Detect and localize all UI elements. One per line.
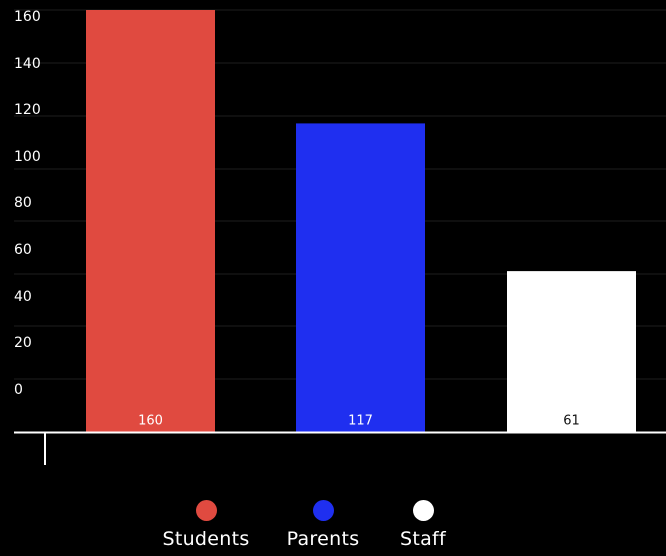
legend-item-students: Students [146, 495, 266, 551]
y-tick-label: 60 [14, 242, 32, 258]
legend-label-staff: Staff [399, 528, 447, 550]
value-label-students: 160 [138, 414, 163, 429]
y-tick-label: 140 [14, 56, 41, 72]
legend-item-parents: Parents [263, 495, 383, 551]
y-tick-label: 0 [14, 382, 23, 398]
bar-parents [296, 123, 425, 432]
y-tick-label: 20 [14, 335, 32, 351]
y-tick-label: 40 [14, 289, 32, 305]
bar-chart: 0 20 40 60 80 100 120 140 160 160 117 61 [14, 9, 666, 465]
legend-swatch-staff [412, 500, 434, 521]
legend-swatch-parents [312, 500, 334, 521]
y-tick-label: 160 [14, 9, 41, 25]
y-tick-label: 80 [14, 195, 32, 211]
legend-swatch-students [195, 500, 217, 521]
y-tick-label: 120 [14, 102, 41, 118]
axes [14, 431, 666, 465]
value-label-parents: 117 [348, 414, 373, 429]
bars [86, 10, 636, 432]
value-labels: 160 117 61 [138, 414, 580, 429]
legend-item-staff: Staff [363, 495, 483, 551]
bar-staff [507, 271, 636, 432]
value-label-staff: 61 [563, 414, 580, 429]
legend-label-students: Students [162, 528, 250, 550]
bar-students [86, 10, 215, 432]
legend-label-parents: Parents [286, 528, 360, 550]
legend: Students Parents Staff [0, 495, 666, 556]
y-tick-label: 100 [14, 149, 41, 165]
y-axis-ticks: 0 20 40 60 80 100 120 140 160 [14, 9, 41, 398]
